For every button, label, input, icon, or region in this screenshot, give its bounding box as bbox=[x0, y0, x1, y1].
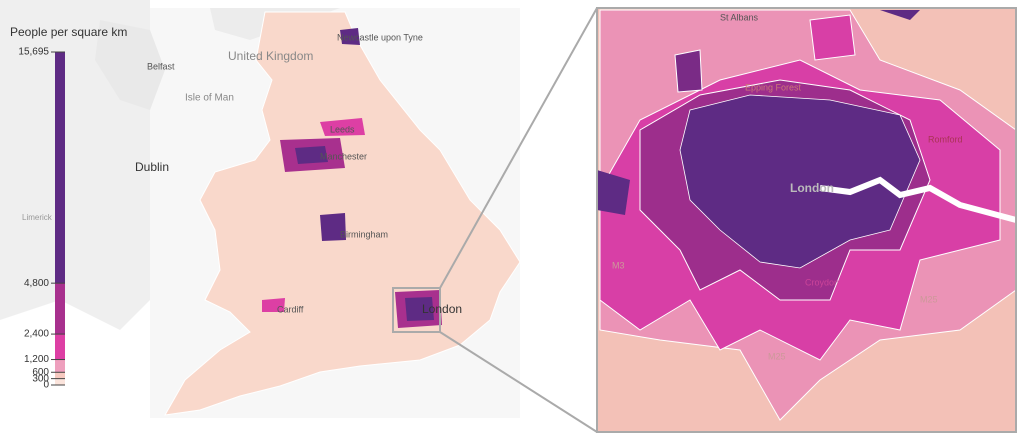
place-label: Isle of Man bbox=[185, 93, 234, 104]
leeds-area bbox=[320, 118, 365, 136]
inner-london bbox=[679, 94, 921, 269]
legend-title: People per square km bbox=[10, 25, 127, 39]
inset-label: M25 bbox=[920, 294, 938, 304]
district bbox=[597, 170, 630, 215]
legend-swatch bbox=[55, 359, 65, 373]
inset bbox=[597, 8, 1016, 432]
district bbox=[809, 14, 856, 61]
connector bbox=[439, 331, 598, 433]
place-label: Dublin bbox=[135, 160, 169, 174]
legend-tick-label: 1,200 bbox=[24, 354, 49, 365]
inset-label: M25 bbox=[768, 351, 786, 361]
cardiff-area bbox=[262, 298, 285, 312]
district bbox=[674, 49, 703, 93]
place-label: Manchester bbox=[320, 151, 367, 161]
place-label: Leeds bbox=[330, 124, 355, 134]
place-label: Belfast bbox=[147, 61, 175, 71]
inset-frame bbox=[392, 287, 441, 333]
inset-label: M3 bbox=[612, 260, 625, 270]
thames bbox=[819, 176, 1016, 223]
manchester-core bbox=[295, 146, 328, 164]
inset-label: St Albans bbox=[720, 12, 759, 22]
legend-tick-label: 4,800 bbox=[24, 278, 49, 289]
place-label: Newcastle upon Tyne bbox=[337, 32, 423, 42]
newcastle-area bbox=[340, 28, 360, 45]
place-label: Limerick bbox=[22, 213, 53, 222]
london-core bbox=[405, 297, 434, 321]
district bbox=[880, 10, 920, 20]
legend-tick-label: 2,400 bbox=[24, 329, 49, 340]
place-label: London bbox=[422, 302, 462, 316]
birmingham-area bbox=[320, 213, 346, 241]
northern-ireland bbox=[95, 20, 165, 110]
legend-tick-label: 600 bbox=[32, 367, 49, 378]
place-label: Birmingham bbox=[340, 229, 388, 239]
legend-tick-label: 0 bbox=[43, 380, 49, 391]
legend-swatch bbox=[55, 378, 65, 385]
legend-swatch bbox=[55, 283, 65, 335]
inset-label: Croydon bbox=[805, 277, 839, 287]
legend-swatch bbox=[55, 52, 65, 284]
place-label: Cardiff bbox=[277, 304, 304, 314]
legend-tick-label: 15,695 bbox=[18, 47, 49, 58]
inset-label: London bbox=[790, 181, 834, 195]
inset-label: Romford bbox=[928, 134, 963, 144]
legend-tick-label: 300 bbox=[32, 373, 49, 384]
inset-border bbox=[596, 7, 1017, 433]
country-label: United Kingdom bbox=[228, 49, 313, 63]
legend-swatch bbox=[55, 372, 65, 379]
connector bbox=[439, 7, 598, 289]
legend-swatch bbox=[55, 334, 65, 360]
inset-label: Epping Forest bbox=[745, 82, 802, 92]
